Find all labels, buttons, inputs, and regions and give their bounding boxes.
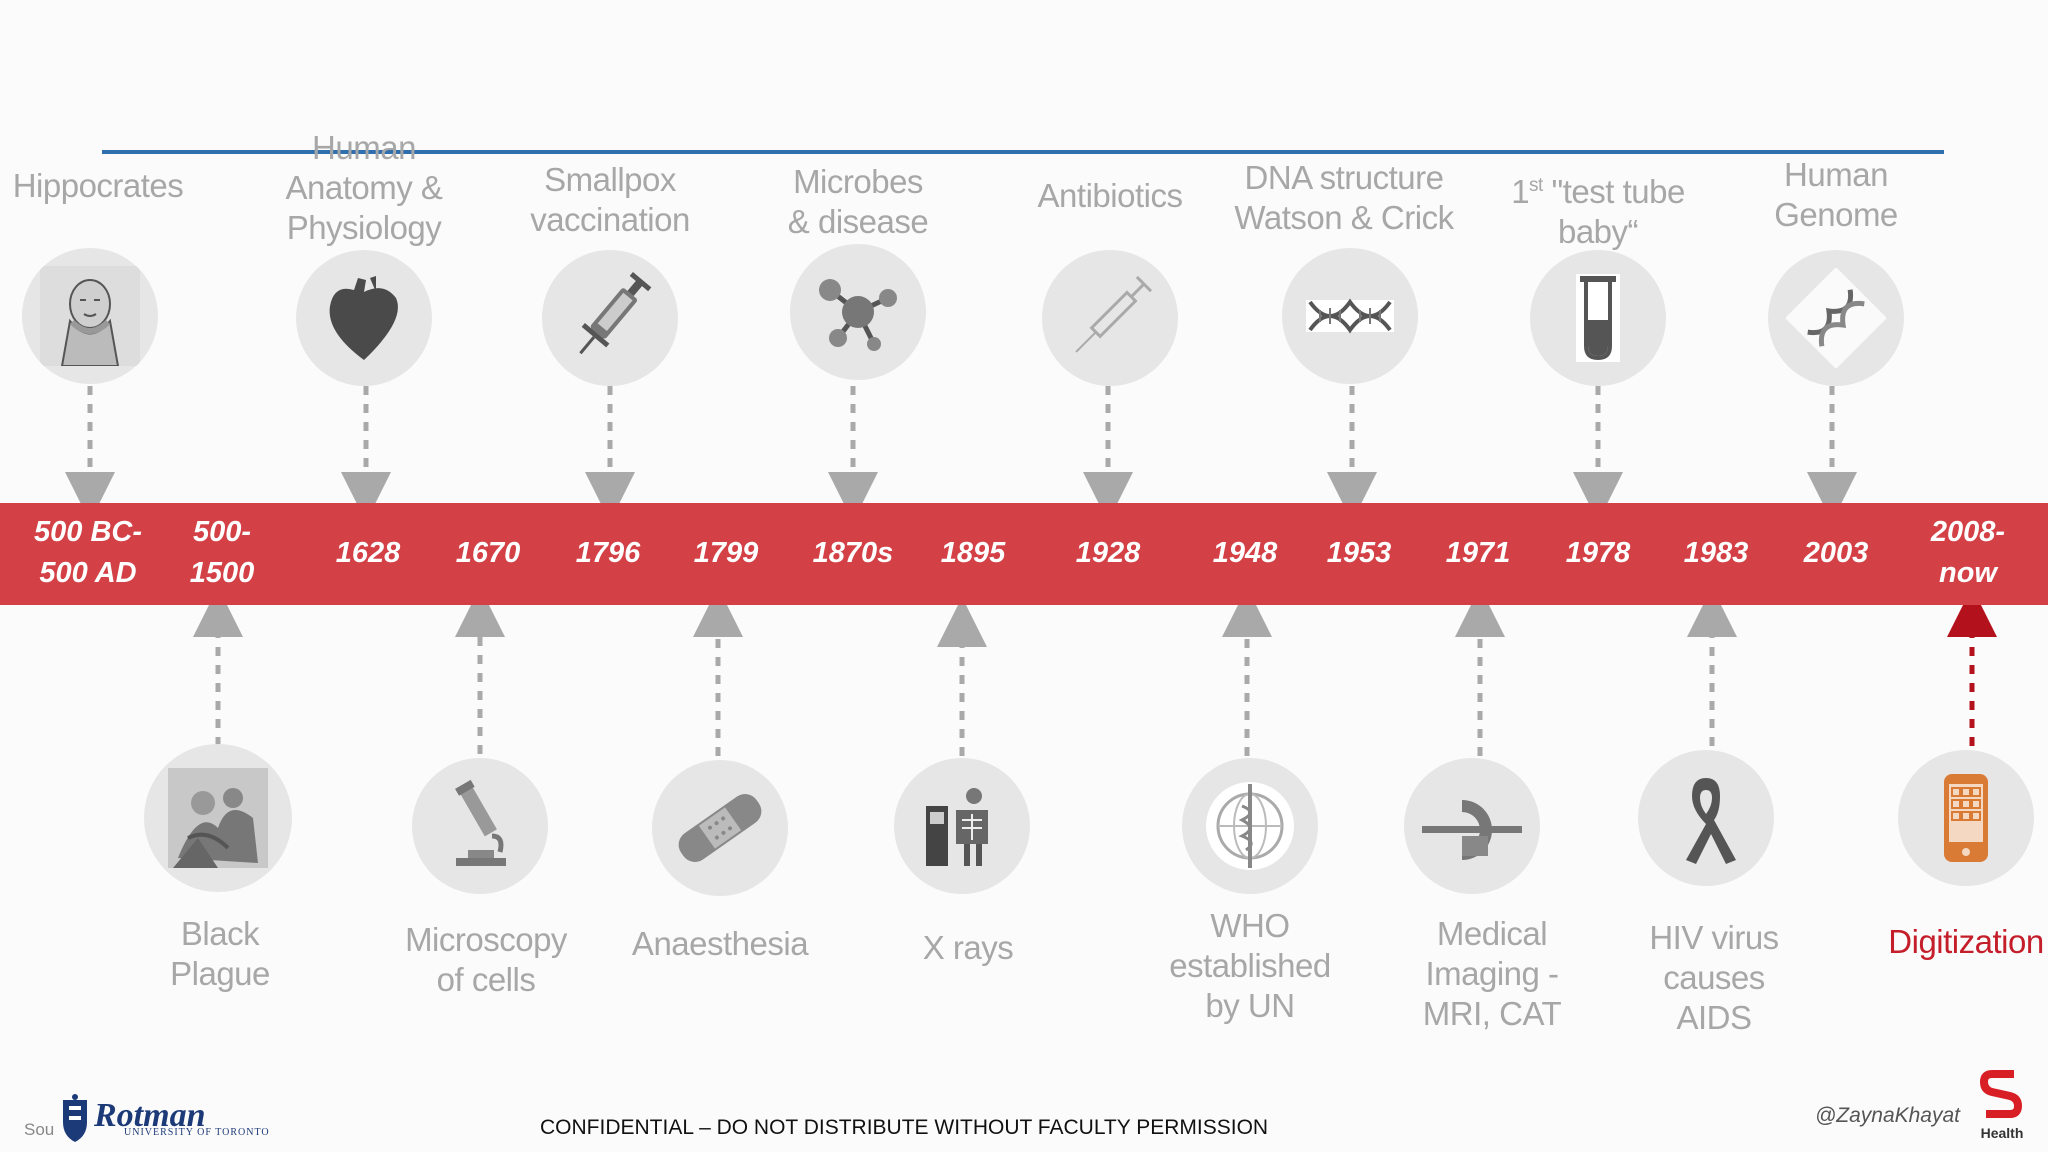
health-s-icon [1979,1070,2023,1118]
year-label: 1983 [1683,537,1749,569]
bottom-event-label-6: Medical Imaging - MRI, CAT [1422,915,1562,1032]
year-label: 500 BC- 500 AD [34,516,142,589]
top-event-label-6: DNA structure Watson & Crick [1234,159,1454,236]
year-label: 500- 1500 [189,516,255,589]
top-event-label-4: Microbes & disease [787,163,929,240]
confidential-notice: CONFIDENTIAL – DO NOT DISTRIBUTE WITHOUT… [540,1116,1269,1139]
syringe-icon [579,271,652,355]
year-label: 1953 [1326,537,1392,569]
bottom-event-label-7: HIV virus causes AIDS [1649,919,1779,1036]
health-logo: Health [1972,1070,2032,1141]
top-event-icon-8 [1768,250,1904,386]
xray-machine-icon [926,788,988,866]
who-emblem-icon [1206,782,1294,870]
genome-icon [1786,268,1886,368]
source-note: Sou [24,1120,55,1139]
dna-helix-icon [1306,298,1394,334]
bandage-icon [678,794,762,862]
bottom-event-label-1: Black Plague [170,915,270,992]
bottom-event-icon-6 [1404,758,1540,894]
label-ordinal-suffix: st [1529,175,1543,196]
heart-icon [329,276,398,360]
bottom-event-icon-8 [1898,750,2034,886]
label-rest: "test tube baby“ [1542,173,1685,250]
bottom-event-label-3: Anaesthesia [631,925,809,962]
top-event-icon-6 [1282,248,1418,384]
year-label: 1670 [455,537,521,569]
year-label: 1928 [1075,537,1141,569]
year-label: 1796 [575,537,641,569]
top-event-icon-1 [22,248,158,384]
top-event-icon-4 [790,244,926,380]
top-event-icon-7 [1530,250,1666,386]
hippocrates-bust-icon [40,266,140,366]
top-divider-line [102,150,1944,154]
year-label: 1971 [1445,537,1511,569]
year-label: 1799 [693,537,759,569]
bottom-event-label-8: Digitization [1888,923,2044,960]
bottom-event-label-4: X rays [922,929,1014,966]
bottom-event-icon-1 [144,744,292,892]
year-label: 1895 [940,537,1006,569]
bottom-event-icon-2 [412,758,548,894]
bottom-event-label-5: WHO established by UN [1169,907,1331,1024]
top-event-label-3: Smallpox vaccination [530,161,690,238]
year-label: 1870s [812,537,894,569]
plague-engraving-icon [168,768,268,868]
top-event-label-2: Human Anatomy & Physiology [285,129,443,246]
year-label: 1628 [335,537,401,569]
bottom-event-icon-4 [894,758,1030,894]
awareness-ribbon-icon [1686,778,1736,864]
author-handle: @ZaynaKhayat [1814,1104,1960,1127]
top-event-icon-3 [542,250,678,386]
year-label: 1948 [1212,537,1278,569]
test-tube-icon [1576,274,1620,362]
top-event-icon-2 [296,250,432,386]
molecule-icon [819,279,897,351]
mri-scanner-icon [1422,800,1522,860]
top-event-icon-5 [1042,250,1178,386]
top-event-label-8: Human Genome [1774,156,1898,233]
timeline-band [0,503,2048,605]
bottom-event-icon-3 [652,760,788,896]
mobile-phone-icon [1944,774,1988,862]
microscope-icon [455,779,506,866]
year-label: 1978 [1565,537,1631,569]
logo-name: Rotman [94,1096,206,1134]
health-label: Health [1980,1125,2024,1141]
rotman-logo: Rotman UNIVERSITY OF TORONTO [60,1094,270,1144]
top-event-label-5: Antibiotics [1037,177,1183,214]
logo-subtitle: UNIVERSITY OF TORONTO [124,1126,270,1138]
top-event-label-1: Hippocrates [12,167,184,204]
bottom-event-label-2: Microscopy of cells [405,921,567,998]
year-label: 2008- now [1930,516,2006,589]
label-ordinal: 1 [1511,173,1530,210]
bottom-event-icon-7 [1638,750,1774,886]
bottom-event-icon-5 [1182,758,1318,894]
crest-icon [63,1094,87,1142]
needle-icon [1075,275,1153,353]
top-event-label-7: 1st "test tube baby“ [1511,166,1685,252]
year-label: 2003 [1803,537,1869,569]
